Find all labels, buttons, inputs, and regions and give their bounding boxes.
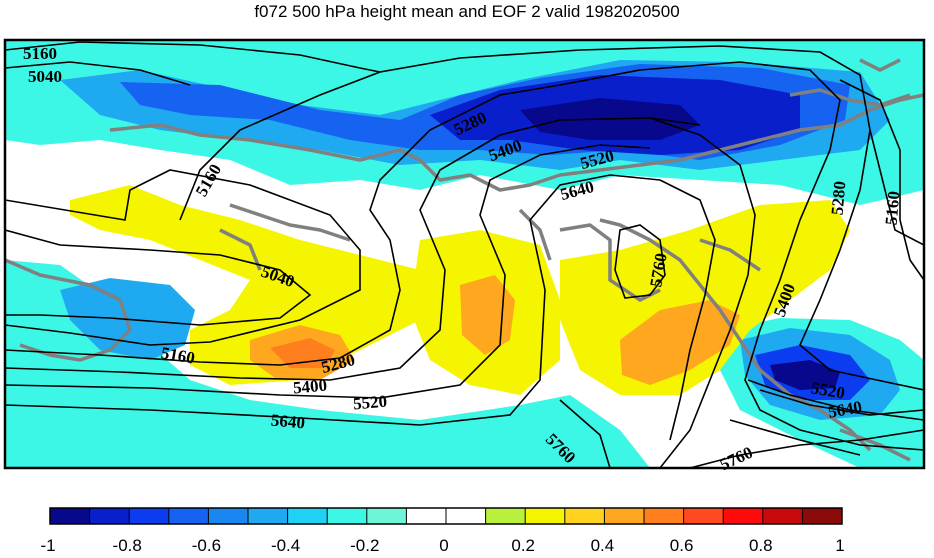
colorbar-swatch [406, 508, 447, 524]
shade-blue-se-core [770, 360, 840, 390]
colorbar-tick-label: 0.6 [669, 536, 694, 555]
shade-yellow-west [70, 185, 440, 385]
colorbar-tick-label: -0.2 [350, 536, 380, 555]
shade-cyan-south [5, 260, 650, 468]
contour-5160-e [839, 79, 924, 281]
colorbar-tick-label: -1 [40, 536, 56, 555]
contour-5040-w [5, 229, 312, 326]
contour-5160-nw [5, 41, 383, 221]
contour-5760-se [689, 429, 924, 468]
contour-5760-c [559, 399, 611, 468]
map-title: f072 500 hPa height mean and EOF 2 valid… [254, 2, 680, 21]
colorbar-tick-label: -0.8 [112, 536, 142, 555]
colorbar-swatch [762, 508, 803, 524]
colorbar-swatch [248, 508, 289, 524]
colorbar-tick-label: 0.4 [590, 536, 615, 555]
contour-label-5160: 5160 [23, 44, 57, 63]
contour-arc-east-1 [649, 117, 756, 468]
contour-5520-se [747, 379, 924, 421]
contour-label-5280: 5280 [828, 180, 850, 216]
colorbar-swatch [168, 508, 209, 524]
contour-5160-ne [869, 129, 924, 246]
colorbar-tick-label: -0.4 [270, 536, 301, 555]
colorbar-swatch [802, 508, 843, 524]
coast-na [559, 223, 661, 302]
colorbar-frame [49, 507, 843, 525]
colorbar-swatch [604, 508, 645, 524]
contour-label-5400: 5400 [292, 376, 328, 398]
contour-label-5160: 5160 [882, 190, 904, 226]
contour-5640-w [5, 174, 661, 426]
contour-label-5640: 5640 [270, 411, 306, 433]
colorbar-swatch [723, 508, 764, 524]
colorbar-swatch [644, 508, 685, 524]
contour-5520-w [5, 144, 651, 399]
coast-west [5, 258, 132, 362]
contour-5760-inner [614, 224, 666, 299]
contour-5040-nw [5, 61, 191, 86]
colorbar-swatch [683, 508, 724, 524]
contour-5400-e [559, 61, 924, 451]
colorbar-tick-label: 0.2 [511, 536, 536, 555]
colorbar-swatch [564, 508, 605, 524]
contour-5640-se [729, 419, 861, 456]
coast-north [109, 93, 924, 192]
contour-label-5520: 5520 [352, 392, 388, 414]
coast-asia [219, 203, 351, 271]
coast-arctic [789, 58, 911, 107]
colorbar-swatch [208, 508, 249, 524]
contour-5400-w [5, 117, 701, 381]
colorbar-tick-label: 0.8 [748, 536, 773, 555]
eof-shading [5, 40, 924, 468]
colorbar-swatch [485, 508, 526, 524]
height-contours [5, 41, 924, 468]
colorbar-tick-label: 1 [835, 536, 845, 555]
coast-se [839, 428, 911, 462]
coast-hudson [599, 218, 872, 452]
colorbar-swatch [327, 508, 368, 524]
map-frame [3, 38, 926, 470]
colorbar-swatch [446, 508, 487, 524]
colorbar-swatch [525, 508, 566, 524]
contour-arc-east-2 [659, 179, 716, 441]
colorbar-tick-label: 0 [439, 536, 449, 555]
contour-label-5040: 5040 [28, 67, 62, 86]
coastlines [5, 58, 924, 462]
contour-5280-w [5, 84, 561, 366]
colorbar-swatch [129, 508, 170, 524]
colorbar [49, 507, 843, 525]
colorbar-swatch [287, 508, 328, 524]
contour-5640-se2 [759, 389, 924, 416]
colorbar-swatch [50, 508, 91, 524]
colorbar-swatch [89, 508, 130, 524]
shade-orange-east [620, 300, 740, 385]
contour-5160-w [5, 169, 361, 346]
colorbar-swatch [366, 508, 407, 524]
colorbar-tick-label: -0.6 [191, 536, 222, 555]
